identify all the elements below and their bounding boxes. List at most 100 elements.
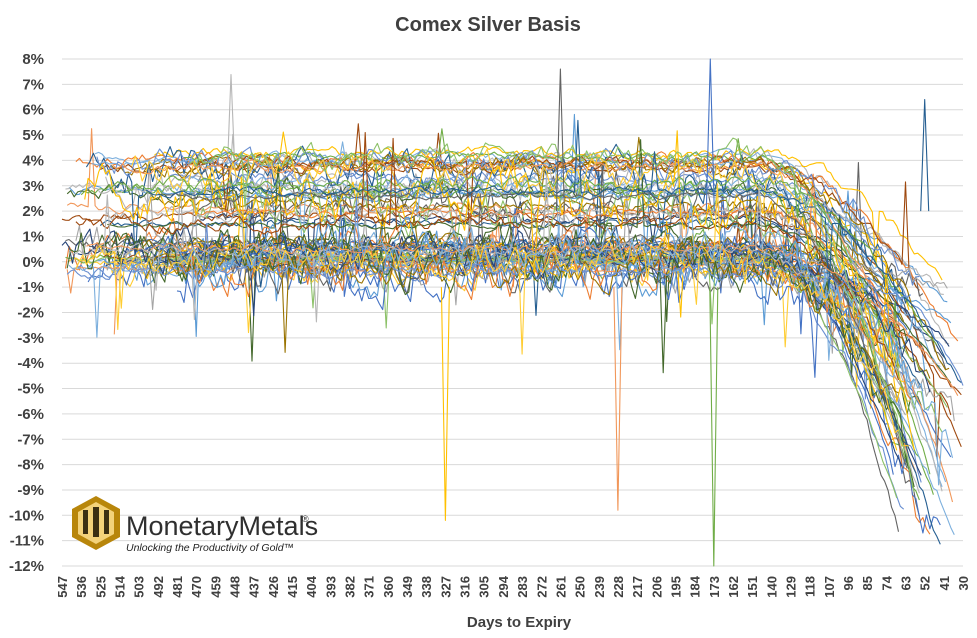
x-tick-label: 393 bbox=[323, 576, 338, 598]
y-tick-label: 6% bbox=[22, 102, 44, 119]
series-line bbox=[68, 174, 920, 494]
series-line bbox=[195, 165, 922, 483]
x-tick-label: 107 bbox=[822, 576, 837, 598]
x-tick-label: 338 bbox=[419, 576, 434, 598]
x-tick-label: 52 bbox=[918, 576, 933, 590]
y-tick-label: -9% bbox=[17, 482, 44, 499]
y-tick-label: -5% bbox=[17, 381, 44, 398]
x-tick-label: 305 bbox=[477, 576, 492, 598]
series-line bbox=[80, 180, 894, 410]
x-tick-label: 140 bbox=[764, 576, 779, 598]
y-tick-label: -3% bbox=[17, 330, 44, 347]
series-line bbox=[145, 241, 899, 396]
y-tick-label: -10% bbox=[9, 507, 44, 524]
x-tick-label: 272 bbox=[534, 576, 549, 598]
x-tick-label: 184 bbox=[688, 575, 703, 597]
x-tick-label: 195 bbox=[668, 576, 683, 598]
y-tick-label: -2% bbox=[17, 305, 44, 322]
x-tick-label: 536 bbox=[74, 576, 89, 598]
logo-mark-icon bbox=[72, 496, 120, 550]
series-line bbox=[145, 119, 962, 384]
y-tick-label: 5% bbox=[22, 127, 44, 144]
extreme-spike bbox=[705, 58, 715, 212]
brand-tagline: Unlocking the Productivity of Gold™ bbox=[126, 542, 294, 554]
x-tick-label: 349 bbox=[400, 576, 415, 598]
extreme-spike bbox=[709, 287, 719, 567]
series-line bbox=[176, 203, 941, 534]
y-tick-label: 7% bbox=[22, 76, 44, 93]
series-line bbox=[164, 191, 908, 469]
registered-mark: ® bbox=[302, 514, 309, 524]
series-line bbox=[86, 242, 959, 396]
x-tick-label: 426 bbox=[266, 576, 281, 598]
x-tick-label: 228 bbox=[611, 576, 626, 598]
x-tick-label: 162 bbox=[726, 576, 741, 598]
x-tick-label: 118 bbox=[803, 576, 818, 597]
monetary-metals-logo: MonetaryMetals ® Unlocking the Productiv… bbox=[72, 496, 318, 554]
x-tick-label: 173 bbox=[707, 576, 722, 598]
x-tick-label: 503 bbox=[132, 576, 147, 598]
y-tick-label: -4% bbox=[17, 355, 44, 372]
brand-name: MonetaryMetals bbox=[126, 511, 318, 541]
extreme-spike bbox=[920, 99, 930, 212]
x-tick-label: 129 bbox=[783, 576, 798, 598]
x-tick-label: 459 bbox=[208, 576, 223, 598]
x-tick-label: 316 bbox=[458, 576, 473, 598]
x-tick-label: 448 bbox=[228, 576, 243, 598]
x-tick-label: 327 bbox=[438, 576, 453, 598]
x-tick-label: 239 bbox=[592, 576, 607, 598]
y-tick-label: 4% bbox=[22, 152, 44, 169]
series-line bbox=[61, 226, 931, 393]
y-tick-label: 8% bbox=[22, 51, 44, 68]
chart-title: Comex Silver Basis bbox=[395, 14, 581, 36]
y-axis-ticks: 8% 7% 6% 5% 4% 3% 2% 1% 0% -1% -2% -3% -4% -5% -6% -7% -… bbox=[9, 51, 44, 575]
series-line bbox=[75, 183, 910, 447]
series-line bbox=[84, 130, 915, 451]
y-tick-label: -7% bbox=[17, 431, 44, 448]
extreme-spike bbox=[555, 68, 565, 212]
series-line bbox=[199, 201, 947, 360]
series-line bbox=[183, 128, 931, 475]
x-tick-label: 30 bbox=[956, 576, 971, 590]
x-tick-label: 85 bbox=[860, 576, 875, 590]
x-tick-label: 437 bbox=[247, 576, 262, 598]
x-tick-label: 404 bbox=[304, 575, 319, 597]
y-tick-label: -1% bbox=[17, 279, 44, 296]
x-tick-label: 547 bbox=[55, 576, 70, 598]
x-tick-label: 96 bbox=[841, 576, 856, 590]
series-line bbox=[189, 173, 898, 319]
x-tick-label: 41 bbox=[937, 576, 952, 590]
y-tick-label: 0% bbox=[22, 254, 44, 271]
extreme-spike bbox=[440, 287, 450, 521]
x-tick-label: 283 bbox=[515, 576, 530, 598]
x-tick-label: 525 bbox=[93, 576, 108, 598]
x-tick-label: 371 bbox=[362, 576, 377, 598]
x-tick-label: 360 bbox=[381, 576, 396, 598]
x-axis-label: Days to Expiry bbox=[467, 614, 572, 631]
y-tick-label: -12% bbox=[9, 558, 44, 575]
x-tick-label: 470 bbox=[189, 576, 204, 598]
x-tick-label: 74 bbox=[879, 575, 894, 590]
x-tick-label: 514 bbox=[113, 575, 128, 597]
x-tick-label: 250 bbox=[573, 576, 588, 598]
y-tick-label: -6% bbox=[17, 406, 44, 423]
x-tick-label: 481 bbox=[170, 576, 185, 598]
series-line bbox=[66, 221, 912, 475]
x-tick-label: 217 bbox=[630, 576, 645, 598]
x-tick-label: 151 bbox=[745, 576, 760, 598]
y-tick-label: 1% bbox=[22, 228, 44, 245]
x-tick-label: 294 bbox=[496, 575, 511, 597]
series-line bbox=[192, 202, 954, 486]
x-tick-label: 261 bbox=[553, 576, 568, 598]
extreme-spike bbox=[613, 287, 623, 511]
y-tick-label: -8% bbox=[17, 457, 44, 474]
series-line bbox=[173, 123, 920, 291]
series-line bbox=[188, 137, 915, 493]
series-line bbox=[110, 175, 938, 346]
y-tick-label: 2% bbox=[22, 203, 44, 220]
x-tick-label: 382 bbox=[343, 576, 358, 598]
x-axis-ticks: 547 536 525 514 503 492 481 470 459 448 437 426 415 4… bbox=[55, 575, 971, 597]
y-tick-label: -11% bbox=[10, 533, 44, 550]
x-tick-label: 63 bbox=[898, 576, 913, 590]
